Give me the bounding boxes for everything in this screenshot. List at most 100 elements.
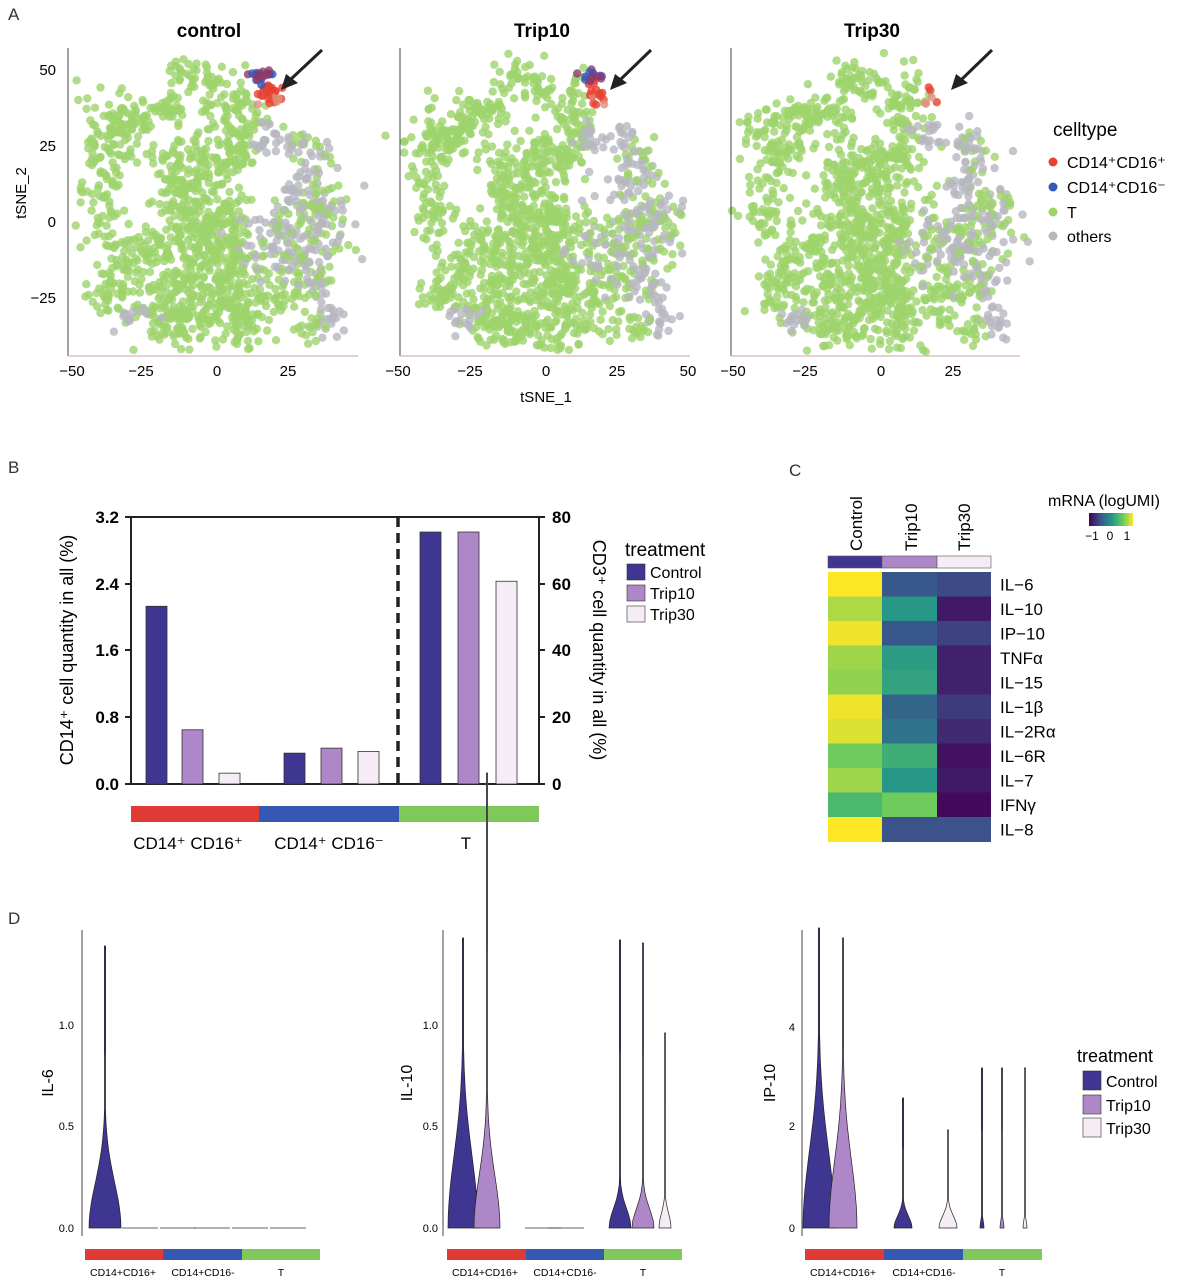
tsne-point [771,230,780,240]
tsne-point [620,195,629,205]
tsne-point [178,111,187,120]
tsne-point [960,214,970,223]
tsne-point [1003,276,1012,285]
legend-dot-t [1048,207,1058,217]
tsne-point [917,262,927,271]
tsne-point [566,318,576,327]
tsne-point [305,290,314,299]
tsne-point [953,280,962,289]
tsne-point [883,190,892,199]
tsne-point [612,330,621,340]
tsne-point [1002,335,1011,344]
tsne-point [888,208,897,217]
tsne-point [859,324,869,334]
tsne-point [970,240,980,249]
tsne-point [901,179,911,189]
tsne-point [772,216,781,226]
tsne-point [423,86,433,95]
tsne-point [255,226,264,235]
tsne-point [463,263,472,272]
tsne-point [234,207,243,216]
tsne-point [959,272,969,282]
tsne-point [210,213,219,222]
tsne-point [983,310,993,320]
tsne-point [819,171,828,180]
tsne-point [823,158,832,167]
tsne-point [533,91,542,100]
tsne-point [472,155,482,164]
tsne-point [316,220,325,229]
tsne-point [900,188,909,197]
tsne-point [927,93,936,102]
tsne-point [617,306,626,316]
tsne-point [87,155,97,164]
tsne-ytick: −25 [31,290,56,307]
tsne-point [465,323,475,332]
tsne-point [787,220,797,230]
tsne-point [782,121,791,130]
tsne-point [224,203,233,212]
tsne-point [434,228,443,238]
tsne-point [594,259,603,268]
tsne-point [262,70,271,80]
tsne-point [943,314,952,324]
tsne-xtick: −25 [457,363,482,380]
tsne-point [304,339,313,348]
tsne-point [654,325,664,334]
tsne-point [746,180,755,190]
tsne-point [571,108,581,117]
tsne-point [660,179,669,188]
tsne-point [781,256,790,266]
tsne-point [479,252,488,262]
tsne-point [907,145,917,154]
tsne-point [900,71,909,80]
tsne-point [885,336,895,346]
tsne-point [629,233,639,242]
tsne-point [498,248,507,258]
tsne-point [407,133,416,142]
tsne-point [571,212,581,221]
tsne-point [969,325,979,335]
tsne-point [221,117,231,126]
tsne-point [608,240,618,249]
tsne-point [510,229,519,239]
tsne-point [596,315,605,324]
tsne-point [169,302,178,312]
tsne-point [849,170,858,179]
tsne-point [601,135,611,144]
tsne-point [483,225,493,235]
tsne-point [421,167,431,177]
tsne-point [878,170,888,179]
tsne-point [905,95,915,104]
tsne-point [112,182,121,191]
tsne-point [225,282,234,291]
tsne-point [587,72,597,82]
tsne-point [601,293,610,302]
tsne-point [228,304,237,313]
tsne-point [958,183,967,192]
tsne-point [227,269,236,279]
tsne-point [960,327,969,336]
tsne-point [537,289,547,299]
tsne-point [176,239,185,248]
tsne-point [307,151,317,161]
tsne-point [110,240,120,249]
tsne-point [762,283,772,292]
tsne-point [966,181,975,190]
tsne-point [344,240,353,250]
tsne-point [766,118,776,128]
tsne-point [580,127,590,136]
bar-chart: 3.2 2.4 1.6 0.8 0.0 80 60 40 20 0 CD14⁺ … [57,508,609,853]
tsne-point [573,69,582,78]
tsne-point [574,340,583,349]
tsne-point [429,284,438,293]
tsne-point [76,243,85,252]
tsne-point [238,115,247,124]
tsne-point [590,192,599,201]
tsne-point [223,175,232,184]
tsne-point [543,236,552,245]
tsne-point [642,234,651,243]
tsne-point [266,250,276,259]
tsne-point [973,177,983,187]
tsne-point [196,298,205,307]
